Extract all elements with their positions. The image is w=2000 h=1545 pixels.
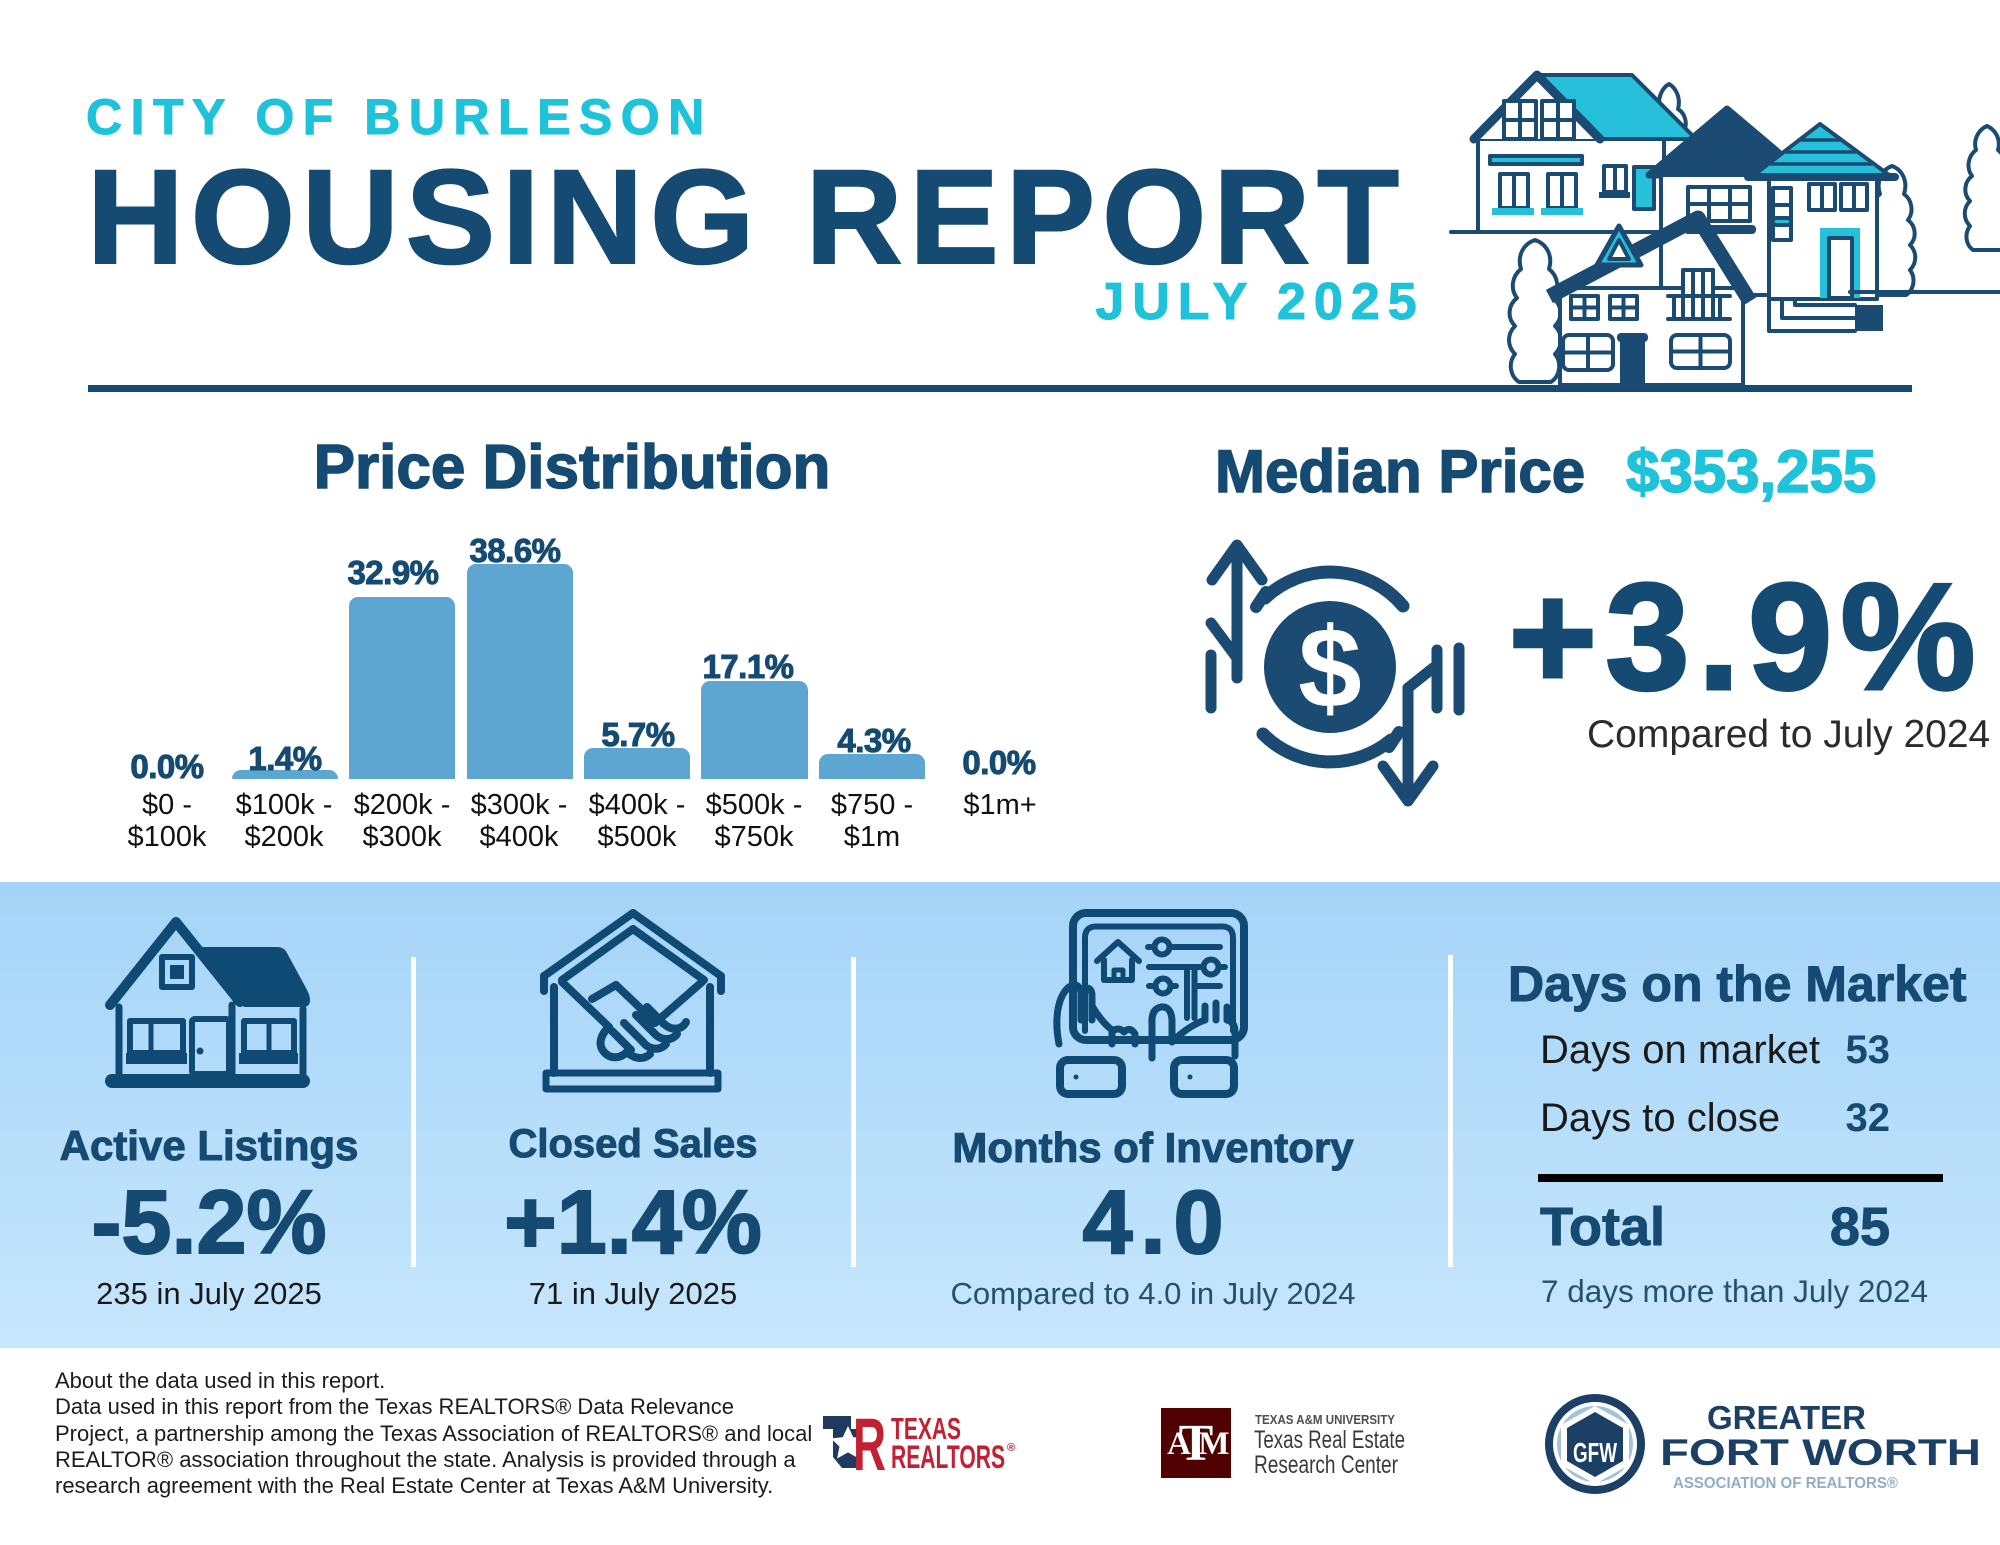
svg-text:T: T	[1179, 1415, 1214, 1472]
svg-text:TEXAS: TEXAS	[891, 1411, 961, 1446]
svg-text:Texas Real Estate: Texas Real Estate	[1254, 1426, 1405, 1454]
svg-text:®: ®	[1007, 1442, 1015, 1454]
svg-text:A: A	[1167, 1426, 1191, 1462]
svg-text:TEXAS A&M UNIVERSITY: TEXAS A&M UNIVERSITY	[1255, 1412, 1395, 1427]
svg-text:M: M	[1198, 1426, 1229, 1462]
svg-text:ASSOCIATION OF REALTORS®: ASSOCIATION OF REALTORS®	[1673, 1475, 1899, 1492]
svg-text:R: R	[853, 1405, 886, 1485]
svg-text:Research Center: Research Center	[1254, 1451, 1398, 1479]
svg-text:FORT WORTH: FORT WORTH	[1660, 1432, 1981, 1473]
svg-text:REALTORS: REALTORS	[891, 1439, 1005, 1475]
svg-text:GREATER: GREATER	[1707, 1399, 1866, 1436]
svg-text:$: $	[1298, 605, 1361, 732]
svg-text:GFW: GFW	[1573, 1437, 1617, 1468]
